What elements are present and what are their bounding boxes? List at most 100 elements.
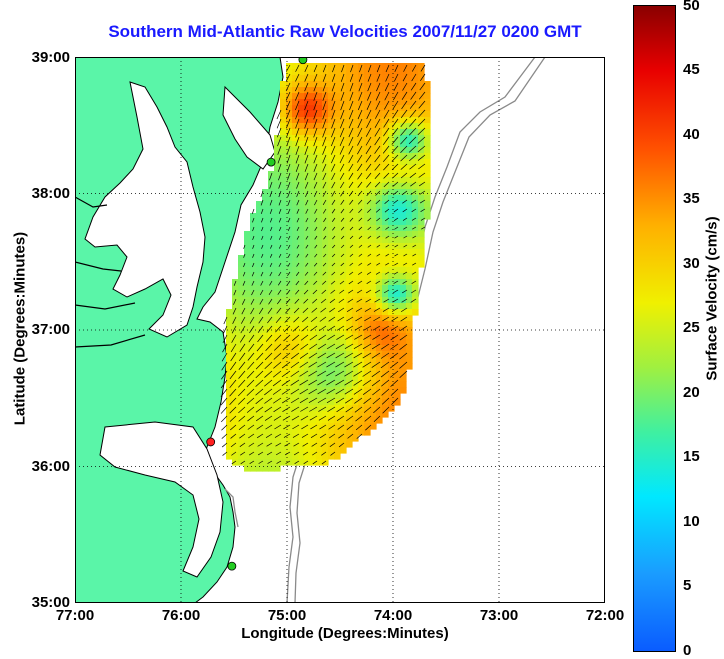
velocity-cell	[358, 177, 365, 184]
velocity-cell	[394, 93, 401, 100]
velocity-cell	[334, 447, 341, 454]
velocity-vector	[358, 253, 363, 257]
velocity-cell	[370, 171, 377, 178]
velocity-vector	[303, 460, 309, 465]
velocity-cell	[418, 99, 425, 106]
velocity-vector	[247, 361, 255, 370]
velocity-cell	[412, 123, 419, 130]
velocity-cell	[370, 249, 377, 256]
velocity-cell	[310, 135, 317, 142]
velocity-cell	[340, 303, 347, 310]
velocity-cell	[352, 399, 359, 406]
velocity-cell	[334, 219, 341, 226]
velocity-cell	[286, 69, 293, 76]
velocity-vector	[266, 325, 273, 333]
velocity-cell	[382, 339, 389, 346]
velocity-cell	[358, 273, 365, 280]
velocity-cell	[316, 303, 323, 310]
velocity-vector	[335, 397, 345, 404]
velocity-cell	[280, 297, 287, 304]
velocity-cell	[394, 213, 401, 220]
velocity-cell	[376, 255, 383, 262]
velocity-cell	[340, 291, 347, 298]
velocity-cell	[400, 171, 407, 178]
velocity-cell	[388, 279, 395, 286]
velocity-vector	[239, 343, 246, 352]
velocity-cell	[256, 465, 263, 472]
velocity-vector	[296, 235, 300, 240]
velocity-vector	[281, 379, 291, 386]
velocity-vector	[349, 226, 354, 231]
velocity-vector	[238, 397, 246, 405]
velocity-cell	[238, 315, 245, 322]
velocity-cell	[328, 423, 335, 430]
velocity-cell	[334, 357, 341, 364]
velocity-cell	[328, 231, 335, 238]
velocity-vector	[331, 217, 336, 222]
velocity-vector	[284, 442, 291, 447]
velocity-vector	[313, 280, 318, 285]
velocity-vector	[373, 316, 381, 322]
velocity-vector	[409, 154, 417, 162]
velocity-cell	[328, 213, 335, 220]
velocity-cell	[292, 255, 299, 262]
velocity-cell	[262, 267, 269, 274]
velocity-vector	[365, 154, 372, 163]
velocity-cell	[232, 303, 239, 310]
velocity-cell	[358, 411, 365, 418]
velocity-cell	[238, 303, 245, 310]
velocity-cell	[412, 297, 419, 304]
velocity-cell	[352, 267, 359, 274]
velocity-vector	[374, 172, 381, 180]
velocity-cell	[304, 93, 311, 100]
velocity-cell	[322, 147, 329, 154]
velocity-cell	[250, 249, 257, 256]
velocity-vector	[243, 262, 246, 268]
velocity-cell	[316, 141, 323, 148]
velocity-cell	[400, 315, 407, 322]
velocity-vector	[374, 145, 381, 154]
velocity-cell	[280, 447, 287, 454]
velocity-cell	[226, 345, 233, 352]
velocity-cell	[238, 327, 245, 334]
velocity-cell	[388, 69, 395, 76]
map-plot-area[interactable]	[75, 57, 605, 603]
velocity-cell	[364, 219, 371, 226]
velocity-vector	[393, 82, 399, 91]
velocity-cell	[232, 363, 239, 370]
velocity-cell	[334, 279, 341, 286]
velocity-vector	[353, 379, 363, 386]
velocity-cell	[334, 153, 341, 160]
velocity-vector	[329, 298, 336, 304]
velocity-vector	[269, 271, 273, 277]
velocity-cell	[400, 105, 407, 112]
velocity-cell	[286, 249, 293, 256]
velocity-cell	[364, 87, 371, 94]
velocity-vector	[362, 343, 372, 350]
velocity-cell	[358, 375, 365, 382]
velocity-cell	[286, 315, 293, 322]
velocity-vector	[229, 406, 237, 414]
velocity-cell	[274, 375, 281, 382]
velocity-cell	[286, 441, 293, 448]
velocity-vector	[392, 190, 399, 196]
velocity-vector	[340, 199, 345, 205]
velocity-vector	[255, 379, 264, 387]
velocity-cell	[304, 363, 311, 370]
velocity-cell	[412, 141, 419, 148]
velocity-cell	[286, 333, 293, 340]
velocity-cell	[394, 141, 401, 148]
velocity-vector	[295, 109, 300, 120]
velocity-cell	[310, 333, 317, 340]
velocity-vector	[383, 118, 390, 128]
velocity-vector	[314, 253, 318, 258]
velocity-vector	[313, 73, 318, 82]
velocity-vector	[410, 82, 417, 91]
velocity-cell	[304, 249, 311, 256]
velocity-cell	[226, 357, 233, 364]
velocity-cell	[352, 165, 359, 172]
velocity-cell	[406, 99, 413, 106]
velocity-vector	[229, 388, 237, 397]
velocity-cell	[370, 315, 377, 322]
velocity-cell	[364, 285, 371, 292]
